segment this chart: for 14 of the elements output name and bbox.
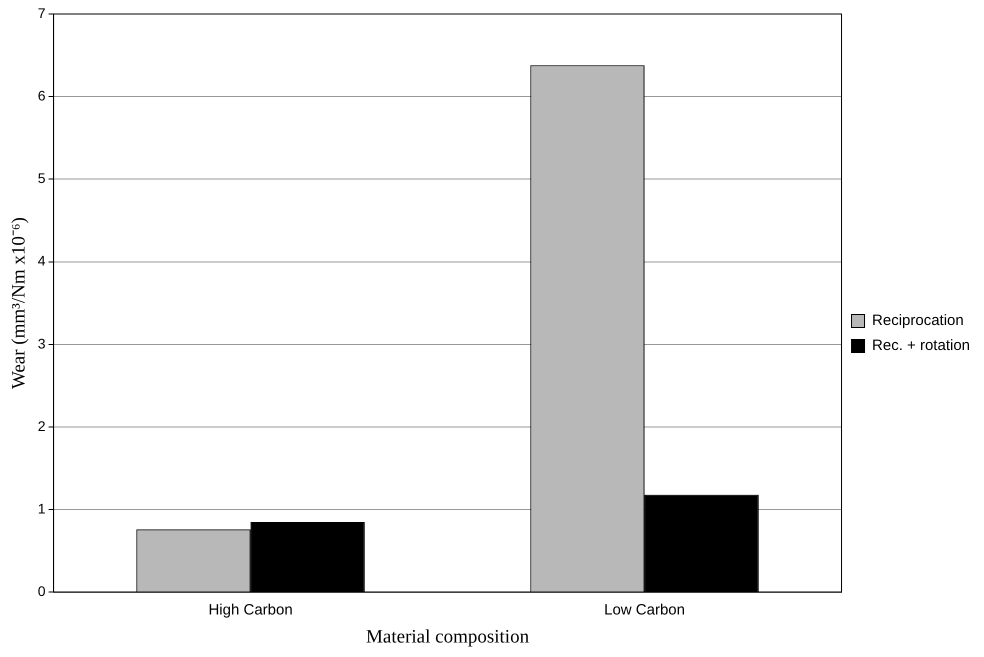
y-axis-title: Wear (mm³/Nm x10⁻⁶) (8, 217, 30, 390)
y-tick-label: 1 (38, 500, 46, 516)
legend-label: Reciprocation (872, 312, 964, 330)
y-tick-label: 5 (38, 170, 46, 186)
y-tick-label: 6 (38, 87, 46, 104)
legend-label: Rec. + rotation (872, 337, 970, 354)
y-tick-label: 7 (38, 4, 46, 21)
x-axis-title: Material composition (366, 626, 530, 648)
y-tick-label: 0 (38, 583, 46, 600)
y-tick-label: 2 (38, 418, 46, 434)
y-tick-label: 3 (38, 335, 46, 352)
y-tick-label: 4 (38, 252, 46, 269)
x-tick-label: Low Carbon (604, 601, 685, 618)
x-tick-label: High Carbon (208, 601, 293, 618)
